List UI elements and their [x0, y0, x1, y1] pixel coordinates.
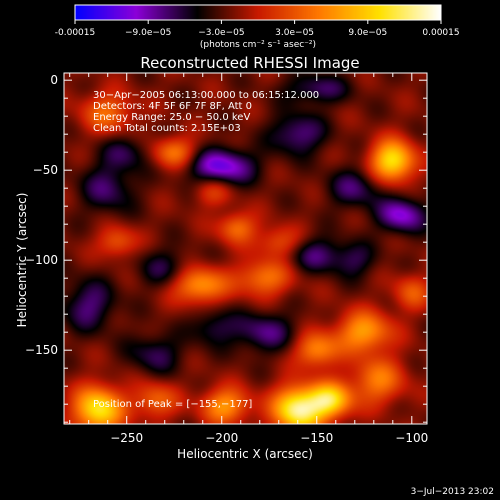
y-tick-label: −150	[25, 343, 58, 357]
colorbar-tick-label: -0.00015	[55, 28, 95, 38]
x-axis-label: Heliocentric X (arcsec)	[177, 447, 313, 461]
x-tick-label: −150	[300, 431, 333, 445]
reconstructed-image	[64, 73, 427, 424]
x-tick-label: −200	[205, 431, 238, 445]
plot-timestamp: 3−Jul−2013 23:02	[411, 487, 494, 497]
y-axis-label: Heliocentric Y (arcsec)	[15, 193, 29, 328]
colorbar-gradient	[75, 5, 441, 20]
annotation-time-range: 30−Apr−2005 06:13:00.000 to 06:15:12.000	[93, 90, 319, 101]
colorbar-ticks: -0.00015 −9.0e−05 −3.0e−05 3.0e−05 9.0e−05 0.…	[55, 20, 460, 38]
x-tick-label: −100	[395, 431, 428, 445]
colorbar-frame	[74, 4, 442, 21]
y-tick-label: −100	[25, 253, 58, 267]
plot-frame	[63, 72, 428, 425]
x-tick-label: −250	[110, 431, 143, 445]
colorbar-unit-label: (photons cm⁻² s⁻¹ asec⁻²)	[200, 40, 316, 50]
axis-ticks: −250 −200 −150 −100 0 −50 −100 −150	[25, 73, 428, 445]
colorbar-tick-label: −9.0e−05	[125, 28, 171, 38]
chart-title: Reconstructed RHESSI Image	[140, 54, 359, 72]
annotation-clean-total-counts: Clean Total counts: 2.15E+03	[93, 123, 241, 134]
annotation-energy-range: Energy Range: 25.0 − 50.0 keV	[93, 112, 250, 123]
colorbar: -0.00015 −9.0e−05 −3.0e−05 3.0e−05 9.0e−05 0.…	[55, 4, 460, 50]
annotation-peak-position: Position of Peak = [−155,−177]	[93, 399, 252, 410]
colorbar-tick-label: −3.0e−05	[198, 28, 244, 38]
colorbar-tick-label: 0.00015	[422, 28, 459, 38]
colorbar-tick-label: 3.0e−05	[275, 28, 314, 38]
y-tick-label: 0	[50, 73, 58, 87]
colorbar-tick-label: 9.0e−05	[348, 28, 387, 38]
annotation-detectors: Detectors: 4F 5F 6F 7F 8F, Att 0	[93, 101, 252, 112]
y-tick-label: −50	[33, 163, 58, 177]
plot-area: −250 −200 −150 −100 0 −50 −100 −150 30−Apr−2005…	[25, 72, 428, 445]
